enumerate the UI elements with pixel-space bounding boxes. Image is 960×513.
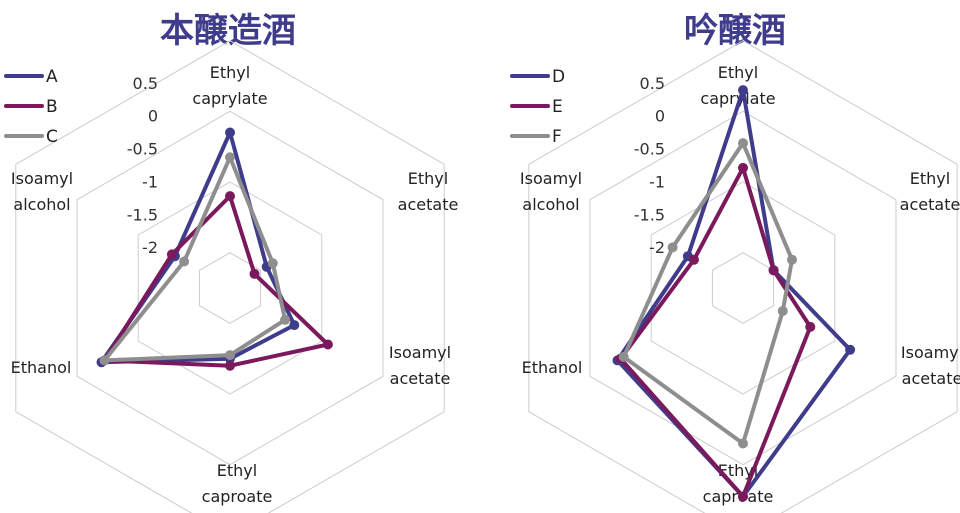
grid-ring	[137, 181, 323, 395]
data-point-E	[738, 491, 748, 502]
grid-ring	[198, 252, 262, 324]
data-point-C	[99, 355, 110, 366]
axis-label: Ethyl acetate	[900, 169, 960, 214]
data-point-C	[280, 314, 291, 325]
legend-label: D	[552, 67, 565, 87]
grid-ring	[650, 181, 836, 395]
grid-ring	[15, 40, 445, 513]
data-point-F	[667, 242, 678, 253]
data-point-A	[289, 320, 300, 331]
data-point-E	[805, 321, 816, 332]
legend-label: A	[46, 67, 58, 87]
data-point-F	[787, 254, 797, 265]
data-point-E	[768, 265, 779, 276]
tick-label: 0	[148, 107, 158, 126]
data-point-A	[225, 127, 235, 138]
radar-chart-1: 本醸造酒 0.5 0 -0.5 -1 -1.5 -2 Ethyl caprylate Ethyl a…	[4, 11, 459, 513]
data-point-C	[267, 258, 278, 269]
chart-title: 本醸造酒	[160, 11, 296, 51]
axis-label: Ethanol	[522, 358, 583, 377]
data-point-D	[845, 344, 856, 355]
data-point-B	[166, 249, 177, 260]
axis-label: Isoamyl alcohol	[520, 169, 582, 214]
axis-label: Isoamyl acetate	[389, 343, 451, 388]
legend-label: F	[552, 127, 562, 147]
data-point-C	[179, 256, 190, 267]
data-point-B	[322, 339, 333, 350]
tick-label: -1.5	[127, 205, 158, 224]
grid-ring	[711, 252, 775, 324]
grid-ring	[528, 40, 958, 513]
data-point-F	[777, 306, 788, 316]
tick-label: -2	[649, 238, 665, 257]
data-point-B	[249, 268, 260, 279]
axis-label: Ethanol	[11, 358, 72, 377]
legend-label: B	[46, 97, 58, 117]
series-line-C	[102, 155, 288, 363]
grid-ring	[76, 110, 384, 466]
tick-label: -0.5	[127, 140, 158, 159]
tick-label: 0.5	[640, 74, 665, 93]
data-point-C	[225, 350, 235, 361]
data-point-E	[689, 254, 699, 265]
tick-label: -0.5	[634, 140, 665, 159]
tick-label: 0	[655, 107, 665, 126]
tick-label: -2	[142, 238, 158, 257]
data-point-E	[738, 162, 748, 173]
grid-ring	[589, 110, 897, 466]
legend-label: E	[552, 97, 563, 117]
axis-label: Isoamyl acetate	[901, 343, 960, 388]
tick-label: -1.5	[634, 205, 665, 224]
tick-label: 0.5	[133, 74, 158, 93]
data-point-F	[738, 438, 748, 449]
legend-label: C	[46, 127, 58, 147]
data-point-B	[225, 360, 235, 371]
axis-label: Ethyl caprylate	[192, 63, 267, 108]
data-point-D	[738, 85, 748, 96]
tick-label: -1	[142, 172, 158, 191]
data-point-C	[225, 152, 235, 163]
tick-label: -1	[649, 172, 665, 191]
data-point-B	[225, 191, 235, 202]
data-point-F	[738, 138, 748, 149]
data-point-F	[618, 351, 629, 362]
axis-label: Ethyl acetate	[398, 169, 459, 214]
radar-chart-2: 吟醸酒 0.5 0 -0.5 -1 -1.5 -2 Ethyl caprylate Ethyl ac…	[510, 11, 960, 513]
axis-label: Isoamyl alcohol	[11, 169, 73, 214]
axis-label: Ethyl caprylate	[700, 63, 775, 108]
chart-title: 吟醸酒	[684, 11, 786, 51]
